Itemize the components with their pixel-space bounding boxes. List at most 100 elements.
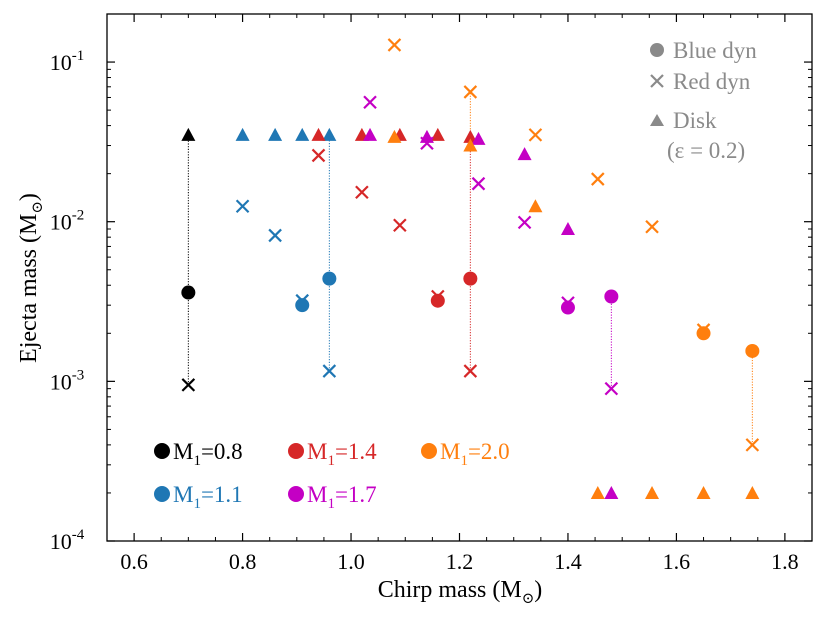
x-tick-label: 1.6 <box>663 549 691 574</box>
red-dyn-cross-marker <box>235 199 250 214</box>
red-dyn-cross-marker-stroke <box>463 364 478 378</box>
x-tick-label: 1.0 <box>337 549 365 574</box>
blue-dyn-circle-marker <box>696 326 711 341</box>
blue-dyn-circle-marker <box>463 271 478 286</box>
y-tick-label: 10-4 <box>50 527 85 554</box>
legend-m1-1.4-marker <box>288 443 304 459</box>
disk-triangle-marker <box>463 138 478 152</box>
disk-triangle-marker <box>311 127 326 141</box>
red-dyn-cross-marker <box>363 95 377 110</box>
red-dyn-cross-marker-stroke <box>471 176 486 191</box>
legend-m1-0.8-marker <box>154 443 170 459</box>
legend-m1-2.0-label: M1=2.0 <box>440 439 510 469</box>
legend-m1-1.7-marker <box>288 486 304 502</box>
blue-dyn-circle-marker <box>560 300 575 315</box>
legend-cross <box>650 74 664 88</box>
legend-disk-label: Disk <box>673 108 717 133</box>
red-dyn-cross-marker-stroke <box>517 215 532 230</box>
red-dyn-cross-marker-stroke <box>463 85 478 99</box>
disk-triangle-marker <box>517 147 532 161</box>
red-dyn-cross-marker <box>745 438 760 452</box>
blue-dyn-circle-marker <box>745 343 760 358</box>
red-dyn-cross-marker <box>355 185 369 199</box>
red-dyn-cross-marker <box>591 172 605 186</box>
y-tick-label: 10-3 <box>50 367 85 394</box>
red-dyn-cross-marker <box>463 85 478 99</box>
x-tick-label: 0.8 <box>229 549 257 574</box>
red-dyn-cross-marker <box>393 218 407 233</box>
legend-disk-marker <box>650 114 664 126</box>
disk-triangle-marker <box>430 127 445 141</box>
red-dyn-cross-marker <box>604 381 619 396</box>
blue-dyn-circle-marker <box>181 285 196 300</box>
y-tick-label: 10-2 <box>50 208 85 235</box>
legend-m1-1.1-label: M1=1.1 <box>173 482 243 512</box>
x-tick-label: 1.4 <box>554 549 582 574</box>
red-dyn-cross-marker <box>322 364 337 378</box>
disk-triangle-marker <box>590 485 605 499</box>
x-tick-label: 1.8 <box>771 549 799 574</box>
blue-dyn-circle-marker <box>322 271 337 286</box>
disk-triangle-marker <box>645 485 660 499</box>
red-dyn-cross-marker-stroke <box>363 95 377 110</box>
disk-triangle-marker <box>745 485 760 499</box>
x-tick-label: 0.6 <box>120 549 148 574</box>
disk-triangle-marker <box>604 485 619 499</box>
red-dyn-cross-marker <box>528 128 543 142</box>
red-dyn-cross-marker-stroke <box>235 199 250 214</box>
legend-m1-1.4-label: M1=1.4 <box>307 439 377 469</box>
legend-cross-stroke <box>650 74 664 88</box>
disk-triangle-marker <box>560 222 575 236</box>
red-dyn-cross-marker-stroke <box>311 148 326 163</box>
axis-ticks: 0.6 0.8 1.0 1.2 1.4 1.6 1.8 10-4 10-3 10-2 10-1 <box>50 13 812 574</box>
legend-m1-1.1-marker <box>154 486 170 502</box>
series-legend: M1=0.8 M1=1.4 M1=2.0 M1=1.1 M1=1.7 <box>154 439 510 512</box>
disk-triangle-marker <box>235 127 250 141</box>
red-dyn-cross-marker-stroke <box>322 364 337 378</box>
disk-triangle-marker <box>419 129 434 143</box>
disk-triangle-marker <box>181 127 196 141</box>
x-tick-label: 1.2 <box>446 549 474 574</box>
legend-m1-2.0-marker <box>421 443 437 459</box>
red-dyn-cross-marker <box>181 378 196 392</box>
disk-triangle-marker <box>471 131 486 145</box>
red-dyn-cross-marker-stroke <box>420 136 434 151</box>
red-dyn-cross-marker-stroke <box>393 218 407 233</box>
legend-blue-dyn-marker <box>650 43 664 57</box>
legend-m1-1.7-label: M1=1.7 <box>307 482 377 512</box>
legend-red-dyn-label: Red dyn <box>673 69 751 94</box>
data-markers <box>181 38 760 499</box>
red-dyn-cross-marker <box>645 219 659 234</box>
red-dyn-cross-marker-stroke <box>528 128 543 142</box>
disk-triangle-marker <box>696 485 711 499</box>
red-dyn-cross-marker <box>387 38 402 52</box>
red-dyn-cross-marker-stroke <box>268 228 282 243</box>
blue-dyn-circle-marker <box>430 293 445 308</box>
red-dyn-cross-marker-stroke <box>604 381 619 396</box>
legend-m1-0.8-label: M1=0.8 <box>173 439 243 469</box>
disk-triangle-marker <box>528 199 543 213</box>
disk-triangle-marker <box>363 127 378 141</box>
red-dyn-cross-marker <box>420 136 434 151</box>
red-dyn-cross-marker-stroke <box>591 172 605 186</box>
red-dyn-cross-marker <box>311 148 326 163</box>
y-tick-label: 10-1 <box>50 48 85 75</box>
legend-red-dyn-marker <box>650 74 664 88</box>
y-axis-label: Ejecta mass (M⊙) <box>16 193 46 363</box>
red-dyn-cross-marker <box>463 364 478 378</box>
red-dyn-cross-marker <box>517 215 532 230</box>
disk-triangle-marker <box>295 127 310 141</box>
x-axis-label: Chirp mass (M⊙) <box>378 577 543 607</box>
red-dyn-cross-marker-stroke <box>181 378 196 392</box>
legend-disk-epsilon-label: (ε = 0.2) <box>667 138 745 163</box>
disk-triangle-marker <box>268 127 283 141</box>
red-dyn-cross-marker-stroke <box>355 185 369 199</box>
blue-dyn-circle-marker <box>604 289 619 304</box>
red-dyn-cross-marker-stroke <box>387 38 402 52</box>
red-dyn-cross-marker <box>268 228 282 243</box>
disk-triangle-marker <box>387 129 402 143</box>
blue-dyn-circle-marker <box>295 298 310 313</box>
marker-type-legend: Blue dyn Red dyn Disk (ε = 0.2) <box>650 38 757 163</box>
disk-triangle-marker <box>322 127 337 141</box>
